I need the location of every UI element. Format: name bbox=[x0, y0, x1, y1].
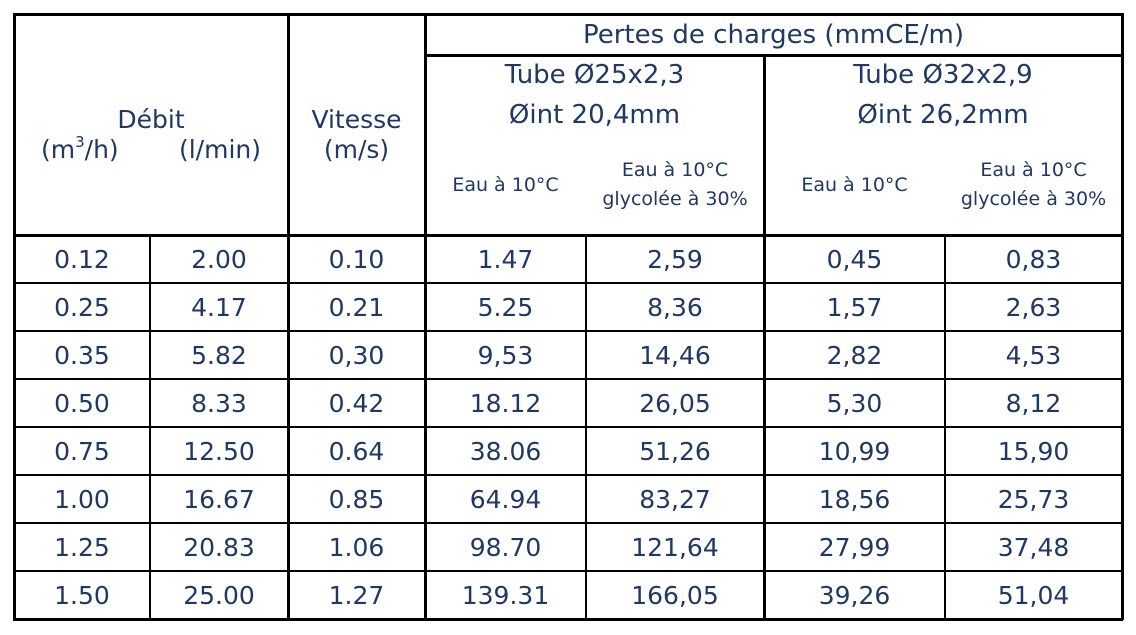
cell-tube2-glycol: 37,48 bbox=[997, 532, 1070, 562]
cell-debit-m3h: 0.75 bbox=[54, 436, 110, 466]
cell-tube1-eau: 9,53 bbox=[477, 340, 534, 370]
cell-debit-lmin: 12.50 bbox=[183, 436, 255, 466]
tube1-line2: Øint 20,4mm bbox=[508, 100, 681, 130]
border-top bbox=[13, 13, 1123, 16]
cell-debit-lmin: 2.00 bbox=[191, 244, 247, 274]
header-tube2: Tube Ø32x2,9 Øint 26,2mm bbox=[764, 55, 1122, 135]
pertes-bottom-line bbox=[424, 54, 1123, 57]
cell-vitesse: 0.85 bbox=[328, 484, 385, 514]
subheader-tube1-glycol: Eau à 10°C glycolée à 30% bbox=[602, 159, 748, 210]
header-tube1-cell bbox=[425, 55, 764, 235]
row-separator bbox=[14, 522, 1122, 524]
debit-label: Débit bbox=[117, 105, 185, 134]
row-separator bbox=[14, 426, 1122, 428]
row-separator bbox=[14, 570, 1122, 572]
cell-tube1-eau: 64.94 bbox=[469, 484, 542, 514]
cell-tube1-glycol: 8,36 bbox=[647, 292, 703, 322]
cell-tube2-glycol: 8,12 bbox=[1005, 388, 1062, 418]
cell-tube2-eau: 1,57 bbox=[826, 292, 883, 322]
cell-tube1-glycol: 2,59 bbox=[647, 244, 703, 274]
row-separator bbox=[14, 378, 1122, 380]
cell-tube1-glycol: 14,46 bbox=[639, 340, 711, 370]
row-separator bbox=[14, 282, 1122, 284]
cell-debit-m3h: 0.25 bbox=[54, 292, 110, 322]
cell-tube1-glycol: 121,64 bbox=[631, 532, 719, 562]
cell-tube2-eau: 2,82 bbox=[826, 340, 883, 370]
cell-tube1-eau: 139.31 bbox=[461, 580, 550, 610]
cell-tube2-eau: 5,30 bbox=[826, 388, 883, 418]
cell-debit-m3h: 0.35 bbox=[54, 340, 110, 370]
subheader-tube1-eau: Eau à 10°C bbox=[452, 173, 559, 196]
cell-debit-m3h: 1.00 bbox=[54, 484, 110, 514]
cell-tube1-glycol: 51,26 bbox=[639, 436, 711, 466]
cell-tube2-eau: 27,99 bbox=[818, 532, 891, 562]
cell-tube2-eau: 10,99 bbox=[818, 436, 891, 466]
cell-debit-lmin: 4.17 bbox=[191, 292, 247, 322]
row-separator bbox=[14, 330, 1122, 332]
vline-vitesse-left bbox=[287, 13, 290, 620]
cell-tube1-eau: 98.70 bbox=[469, 532, 542, 562]
cell-tube2-eau: 39,26 bbox=[818, 580, 891, 610]
header-debit-cell bbox=[14, 14, 288, 235]
cell-vitesse: 0.64 bbox=[328, 436, 385, 466]
cell-debit-lmin: 25.00 bbox=[183, 580, 255, 610]
vline-tube2-left bbox=[763, 54, 766, 620]
row-separator bbox=[14, 474, 1122, 476]
header-bottom-line bbox=[13, 234, 1123, 237]
cell-tube1-eau: 38.06 bbox=[469, 436, 542, 466]
cell-tube2-glycol: 2,63 bbox=[1005, 292, 1062, 322]
cell-tube2-eau: 0,45 bbox=[826, 244, 883, 274]
cell-vitesse: 0.21 bbox=[328, 292, 385, 322]
debit-unit-m3h: (m3/h) bbox=[41, 132, 119, 164]
cell-tube2-eau: 18,56 bbox=[818, 484, 891, 514]
cell-debit-m3h: 0.12 bbox=[54, 244, 110, 274]
header-vitesse-cell bbox=[288, 14, 425, 235]
cell-debit-lmin: 8.33 bbox=[191, 388, 247, 418]
header-pertes-cell bbox=[425, 14, 1122, 55]
tube2-line1: Tube Ø32x2,9 bbox=[853, 60, 1033, 90]
header-vitesse: Vitesse (m/s) bbox=[288, 90, 425, 180]
vitesse-label: Vitesse bbox=[311, 105, 402, 134]
cell-vitesse: 1.27 bbox=[328, 580, 385, 610]
cell-tube1-eau: 18.12 bbox=[469, 388, 542, 418]
cell-tube1-glycol: 83,27 bbox=[639, 484, 711, 514]
cell-tube1-eau: 5.25 bbox=[477, 292, 534, 322]
cell-debit-lmin: 5.82 bbox=[191, 340, 247, 370]
cell-tube2-glycol: 25,73 bbox=[997, 484, 1070, 514]
cell-vitesse: 0.42 bbox=[328, 388, 385, 418]
cell-tube2-glycol: 15,90 bbox=[997, 436, 1070, 466]
cell-debit-m3h: 1.25 bbox=[54, 532, 110, 562]
header-pertes: Pertes de charges (mmCE/m) bbox=[582, 19, 965, 50]
subheader-tube2-glycol: Eau à 10°C glycolée à 30% bbox=[960, 159, 1107, 210]
cell-debit-lmin: 16.67 bbox=[183, 484, 255, 514]
cell-tube2-glycol: 4,53 bbox=[1005, 340, 1062, 370]
debit-unit-lmin: (l/min) bbox=[178, 135, 261, 164]
header-tube2-cell bbox=[764, 55, 1122, 235]
cell-tube2-glycol: 51,04 bbox=[997, 580, 1070, 610]
cell-tube1-glycol: 166,05 bbox=[631, 580, 719, 610]
tube1-line1: Tube Ø25x2,3 bbox=[504, 60, 685, 90]
subheader-tube2-eau: Eau à 10°C bbox=[801, 173, 908, 196]
vitesse-unit: (m/s) bbox=[323, 135, 390, 164]
cell-tube1-eau: 1.47 bbox=[477, 244, 534, 274]
vline-tube1-left bbox=[424, 13, 427, 620]
cell-tube1-glycol: 26,05 bbox=[639, 388, 711, 418]
border-right bbox=[1121, 13, 1124, 620]
cell-vitesse: 1.06 bbox=[328, 532, 385, 562]
cell-debit-m3h: 0.50 bbox=[54, 388, 110, 418]
header-tube1: Tube Ø25x2,3 Øint 20,4mm bbox=[425, 55, 764, 135]
cell-debit-m3h: 1.50 bbox=[54, 580, 110, 610]
cell-vitesse: 0,30 bbox=[328, 340, 385, 370]
border-bottom bbox=[13, 618, 1123, 621]
header-debit: Débit (m3/h) (l/min) bbox=[14, 90, 288, 180]
cell-vitesse: 0.10 bbox=[328, 244, 385, 274]
cell-debit-lmin: 20.83 bbox=[183, 532, 255, 562]
tube2-line2: Øint 26,2mm bbox=[857, 100, 1029, 130]
cell-tube2-glycol: 0,83 bbox=[1005, 244, 1062, 274]
border-left bbox=[13, 13, 16, 620]
